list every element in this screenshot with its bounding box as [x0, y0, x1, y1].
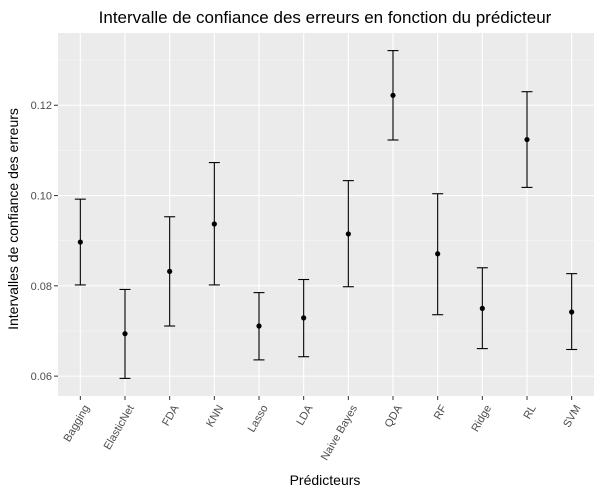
- mean-point: [390, 92, 396, 98]
- y-axis: 0.06 0.08 0.10 0.12: [31, 100, 58, 383]
- x-tick-label: QDA: [383, 403, 406, 430]
- y-axis-title: Intervalles de confiance des erreurs: [5, 108, 21, 330]
- x-tick-label: FDA: [160, 403, 182, 429]
- x-tick-label: Bagging: [62, 403, 93, 444]
- x-axis: Bagging ElasticNet FDA KNN Lasso LDA Naive Bay…: [62, 396, 584, 463]
- y-tick-label: 0.08: [31, 281, 52, 293]
- mean-point: [256, 323, 262, 329]
- x-axis-title: Prédicteurs: [290, 472, 361, 488]
- mean-point: [345, 231, 351, 237]
- x-tick-label: KNN: [204, 403, 226, 429]
- x-tick-label: Ridge: [469, 403, 494, 434]
- y-tick-label: 0.06: [31, 371, 52, 383]
- mean-point: [569, 309, 575, 315]
- x-tick-label: ElasticNet: [102, 403, 137, 452]
- mean-point: [211, 221, 217, 227]
- mean-point: [167, 268, 173, 274]
- chart-title: Intervalle de confiance des erreurs en f…: [99, 8, 552, 27]
- y-tick-label: 0.12: [31, 100, 52, 112]
- x-tick-label: SVM: [561, 403, 583, 430]
- x-tick-label: Naive Bayes: [319, 403, 361, 463]
- mean-point: [77, 239, 83, 245]
- x-tick-label: RL: [521, 403, 538, 421]
- mean-point: [479, 305, 485, 312]
- x-tick-label: Lasso: [246, 403, 271, 434]
- minor-gridlines: [58, 59, 594, 332]
- plot-panel: [58, 33, 594, 396]
- y-tick-label: 0.10: [31, 191, 52, 203]
- mean-points: [77, 92, 575, 337]
- x-tick-label: LDA: [294, 403, 315, 428]
- mean-point: [122, 331, 128, 337]
- mean-point: [301, 315, 307, 321]
- mean-point: [435, 251, 441, 257]
- x-tick-label: RF: [432, 403, 450, 422]
- mean-point: [524, 136, 530, 143]
